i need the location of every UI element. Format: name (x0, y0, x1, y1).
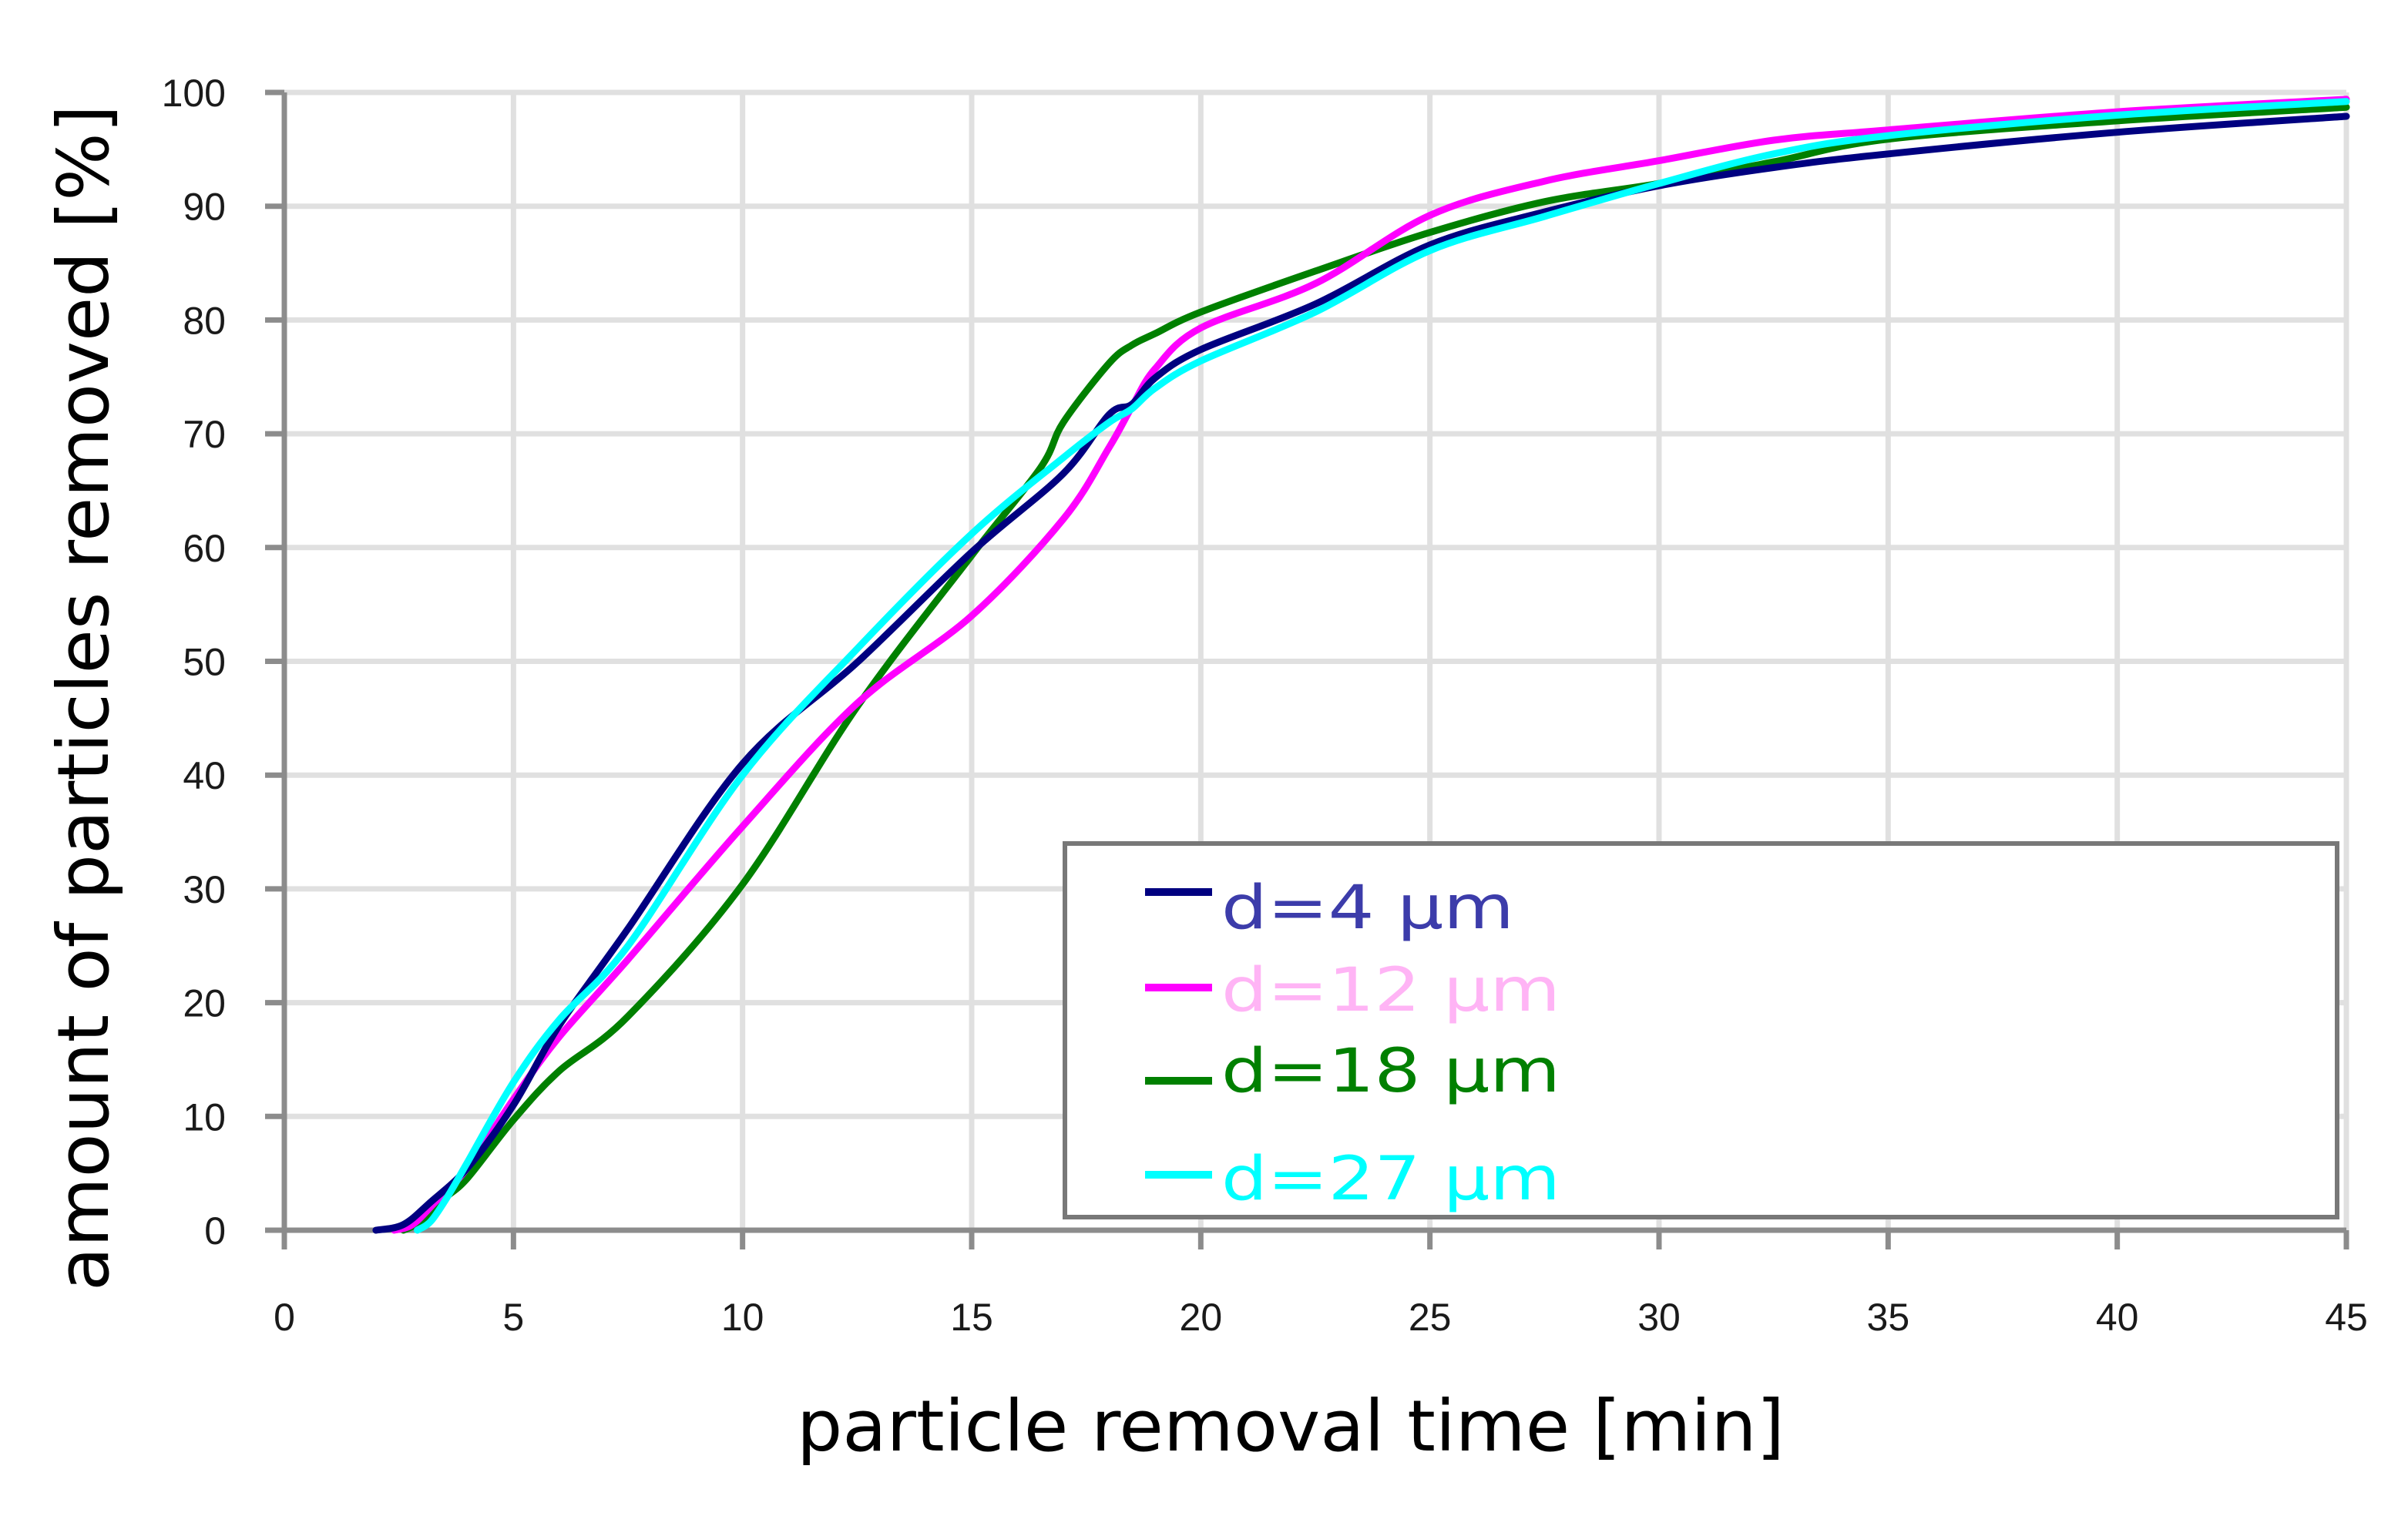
x-tick-label: 0 (274, 1296, 295, 1339)
x-tick-label: 40 (2096, 1296, 2139, 1339)
x-tick-label: 5 (502, 1296, 524, 1339)
y-tick-label: 50 (183, 641, 226, 684)
axes (265, 89, 2349, 1249)
legend-items: d=4 µm d=12 µm d=18 µm d=27 µm (1145, 874, 1560, 1214)
y-tick-label: 40 (183, 754, 226, 797)
series-line-d-27-m (414, 98, 2350, 1234)
y-tick-label: 70 (183, 413, 226, 456)
data-series (372, 96, 2350, 1234)
y-tick-label: 10 (183, 1095, 226, 1139)
y-tick-label: 20 (183, 982, 226, 1025)
x-tick-label: 20 (1180, 1296, 1223, 1339)
legend-box (1063, 841, 2339, 1219)
x-tick-label: 15 (950, 1296, 993, 1339)
legend-label: d=18 µm (1221, 1037, 1560, 1106)
y-tick-labels: 0 10 20 30 40 50 60 70 80 90 100 (162, 72, 226, 1253)
series-line-d-18-m (400, 103, 2350, 1234)
x-axis-title: particle removal time [min] (797, 1385, 1785, 1467)
y-tick-label: 90 (183, 186, 226, 229)
x-tick-label: 25 (1409, 1296, 1452, 1339)
legend-label: d=12 µm (1221, 956, 1560, 1025)
x-tick-label: 45 (2325, 1296, 2368, 1339)
x-tick-label: 30 (1637, 1296, 1681, 1339)
y-tick-label: 30 (183, 868, 226, 911)
y-tick-label: 0 (204, 1209, 226, 1253)
x-tick-label: 10 (721, 1296, 764, 1339)
x-tick-label: 35 (1867, 1296, 1910, 1339)
legend-label: d=4 µm (1221, 874, 1514, 943)
legend-label: d=27 µm (1221, 1145, 1560, 1214)
legend: d=4 µm d=12 µm d=18 µm d=27 µm (1063, 841, 2339, 1219)
y-tick-label: 100 (162, 72, 226, 115)
legend-item: d=12 µm (1145, 956, 1560, 1025)
y-tick-label: 60 (183, 527, 226, 570)
x-tick-labels: 0 5 10 15 20 25 30 35 40 45 (274, 1296, 2368, 1339)
legend-item: d=27 µm (1145, 1145, 1560, 1214)
legend-item: d=18 µm (1145, 1037, 1560, 1106)
legend-item: d=4 µm (1145, 874, 1514, 943)
y-axis-title: amount of particles removed [%] (42, 105, 125, 1291)
y-tick-label: 80 (183, 299, 226, 342)
series-line-d-4-m (372, 112, 2350, 1234)
